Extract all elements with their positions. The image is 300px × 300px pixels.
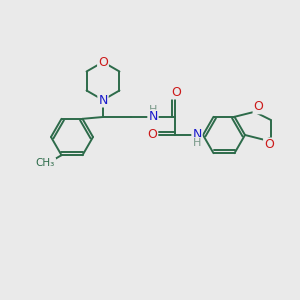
Text: O: O: [171, 85, 181, 98]
Text: O: O: [254, 100, 263, 113]
Text: O: O: [147, 128, 157, 140]
Text: N: N: [148, 110, 158, 124]
Text: H: H: [149, 105, 157, 115]
Text: H: H: [193, 138, 201, 148]
Text: O: O: [98, 56, 108, 68]
Text: N: N: [98, 94, 108, 106]
Text: CH₃: CH₃: [36, 158, 55, 168]
Text: N: N: [192, 128, 202, 142]
Text: O: O: [264, 139, 274, 152]
